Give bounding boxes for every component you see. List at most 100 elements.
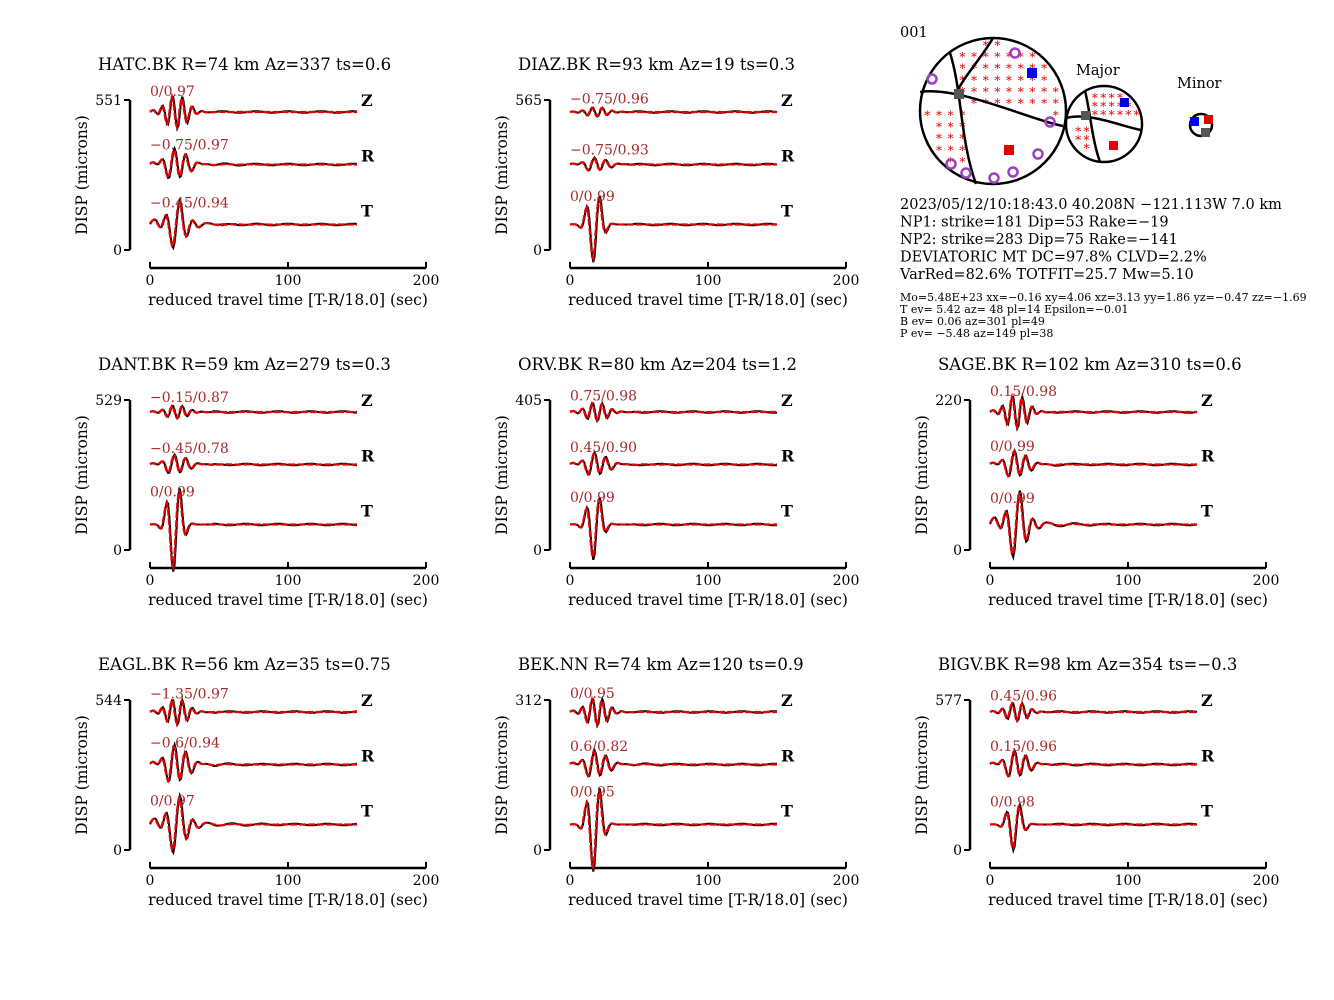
station-marker <box>988 172 1000 184</box>
y-max-label: 529 <box>95 393 122 409</box>
svg-text:*: * <box>994 38 1000 52</box>
svg-text:*: * <box>1006 85 1012 99</box>
x-tick-label: 0 <box>146 273 155 289</box>
station-panel: ORV.BK R=80 km Az=204 ts=1.2 405 0 DISP (mi… <box>493 355 859 609</box>
station-marker <box>1044 116 1056 128</box>
station-panel: EAGL.BK R=56 km Az=35 ts=0.75 544 0 DISP (m… <box>73 655 439 909</box>
station-title: ORV.BK R=80 km Az=204 ts=1.2 <box>518 355 797 374</box>
svg-text:*: * <box>1109 100 1115 114</box>
synthetic-trace <box>149 696 357 728</box>
y-axis-label: DISP (microns) <box>493 115 511 235</box>
y-min-label: 0 <box>113 243 122 259</box>
svg-text:*: * <box>1100 91 1106 105</box>
fit-label: 0.15/0.96 <box>990 739 1057 755</box>
x-axis-label: reduced travel time [T-R/18.0] (sec) <box>148 891 428 909</box>
svg-text:*: * <box>1006 62 1012 76</box>
x-tick-label: 100 <box>1115 873 1142 889</box>
y-max-label: 405 <box>515 393 542 409</box>
component-label: R <box>1201 747 1215 766</box>
fit-label: 0.45/0.90 <box>570 440 637 456</box>
moment-tensor-line: T ev= 5.42 az= 48 pl=14 Epsilon=−0.01 <box>900 303 1128 316</box>
svg-text:*: * <box>959 62 965 76</box>
svg-text:*: * <box>1029 73 1035 87</box>
synthetic-trace <box>569 106 777 118</box>
svg-text:*: * <box>994 97 1000 111</box>
x-tick-label: 200 <box>833 273 860 289</box>
svg-text:*: * <box>1018 50 1024 64</box>
svg-text:*: * <box>994 73 1000 87</box>
svg-text:*: * <box>1117 108 1123 122</box>
station-marker <box>945 158 957 170</box>
mechanism-info-line: NP1: strike=181 Dip=53 Rake=−19 <box>900 215 1169 231</box>
station-panel: DANT.BK R=59 km Az=279 ts=0.3 529 0 DISP (m… <box>73 355 439 609</box>
component-label: T <box>781 502 793 521</box>
svg-text:*: * <box>1006 50 1012 64</box>
synthetic-trace <box>569 197 777 262</box>
fit-label: 0/0.99 <box>150 485 195 501</box>
major-label: Major <box>1076 63 1120 79</box>
mechanism-info-line: DEVIATORIC MT DC=97.8% CLVD=2.2% <box>900 250 1207 266</box>
t-axis-marker <box>1027 68 1037 78</box>
fit-label: −0.15/0.87 <box>150 390 229 406</box>
x-axis-label: reduced travel time [T-R/18.0] (sec) <box>568 591 848 609</box>
svg-text:*: * <box>1029 50 1035 64</box>
component-label: T <box>1201 502 1213 521</box>
svg-text:*: * <box>936 108 942 122</box>
svg-text:*: * <box>1029 97 1035 111</box>
svg-text:*: * <box>994 85 1000 99</box>
x-tick-label: 200 <box>833 573 860 589</box>
synthetic-trace <box>149 149 357 180</box>
synthetic-trace <box>149 490 357 572</box>
x-tick-label: 0 <box>146 573 155 589</box>
component-label: R <box>1201 447 1215 466</box>
x-tick-label: 200 <box>833 873 860 889</box>
y-axis-label: DISP (microns) <box>913 715 931 835</box>
synthetic-trace <box>569 751 777 778</box>
svg-text:*: * <box>1084 133 1090 147</box>
component-label: Z <box>361 91 373 110</box>
fit-label: 0/0.99 <box>570 490 615 506</box>
station-panel: HATC.BK R=74 km Az=337 ts=0.6 551 0 DISP (m… <box>73 55 439 309</box>
component-label: R <box>361 747 375 766</box>
x-tick-label: 100 <box>1115 573 1142 589</box>
synthetic-trace <box>569 452 777 477</box>
synthetic-trace <box>569 498 777 560</box>
station-marker <box>1007 166 1019 178</box>
synthetic-trace <box>149 795 357 853</box>
x-tick-label: 100 <box>275 573 302 589</box>
observed-trace <box>569 788 778 872</box>
y-axis-label: DISP (microns) <box>73 115 91 235</box>
station-panels: HATC.BK R=74 km Az=337 ts=0.6 551 0 DISP (m… <box>73 55 1279 909</box>
fit-label: 0/0.99 <box>570 189 615 205</box>
fit-label: −0.75/0.93 <box>570 143 649 159</box>
svg-text:*: * <box>1041 73 1047 87</box>
svg-text:*: * <box>1084 125 1090 139</box>
synthetic-trace <box>569 790 777 872</box>
major-beachball: ******************** <box>1064 84 1144 164</box>
y-max-label: 577 <box>935 693 962 709</box>
b-axis-marker <box>954 89 964 99</box>
component-label: Z <box>781 391 793 410</box>
svg-text:*: * <box>936 143 942 157</box>
fit-label: 0/0.99 <box>990 491 1035 507</box>
station-title: DANT.BK R=59 km Az=279 ts=0.3 <box>98 355 391 374</box>
x-tick-label: 100 <box>695 573 722 589</box>
fit-label: −0.75/0.97 <box>150 138 229 154</box>
x-tick-label: 0 <box>566 573 575 589</box>
component-label: T <box>1201 802 1213 821</box>
synthetic-trace <box>569 157 777 172</box>
svg-text:*: * <box>1041 62 1047 76</box>
synthetic-trace <box>149 92 357 132</box>
y-max-label: 544 <box>95 693 122 709</box>
x-tick-label: 0 <box>566 873 575 889</box>
x-axis-label: reduced travel time [T-R/18.0] (sec) <box>988 591 1268 609</box>
station-panel: SAGE.BK R=102 km Az=310 ts=0.6 220 0 DISP (… <box>913 355 1279 609</box>
svg-text:*: * <box>1041 85 1047 99</box>
fit-label: 0/0.97 <box>150 84 195 100</box>
y-min-label: 0 <box>953 543 962 559</box>
component-label: T <box>361 502 373 521</box>
component-label: T <box>361 202 373 221</box>
svg-text:*: * <box>1084 141 1090 155</box>
y-min-label: 0 <box>113 543 122 559</box>
svg-text:*: * <box>948 120 954 134</box>
